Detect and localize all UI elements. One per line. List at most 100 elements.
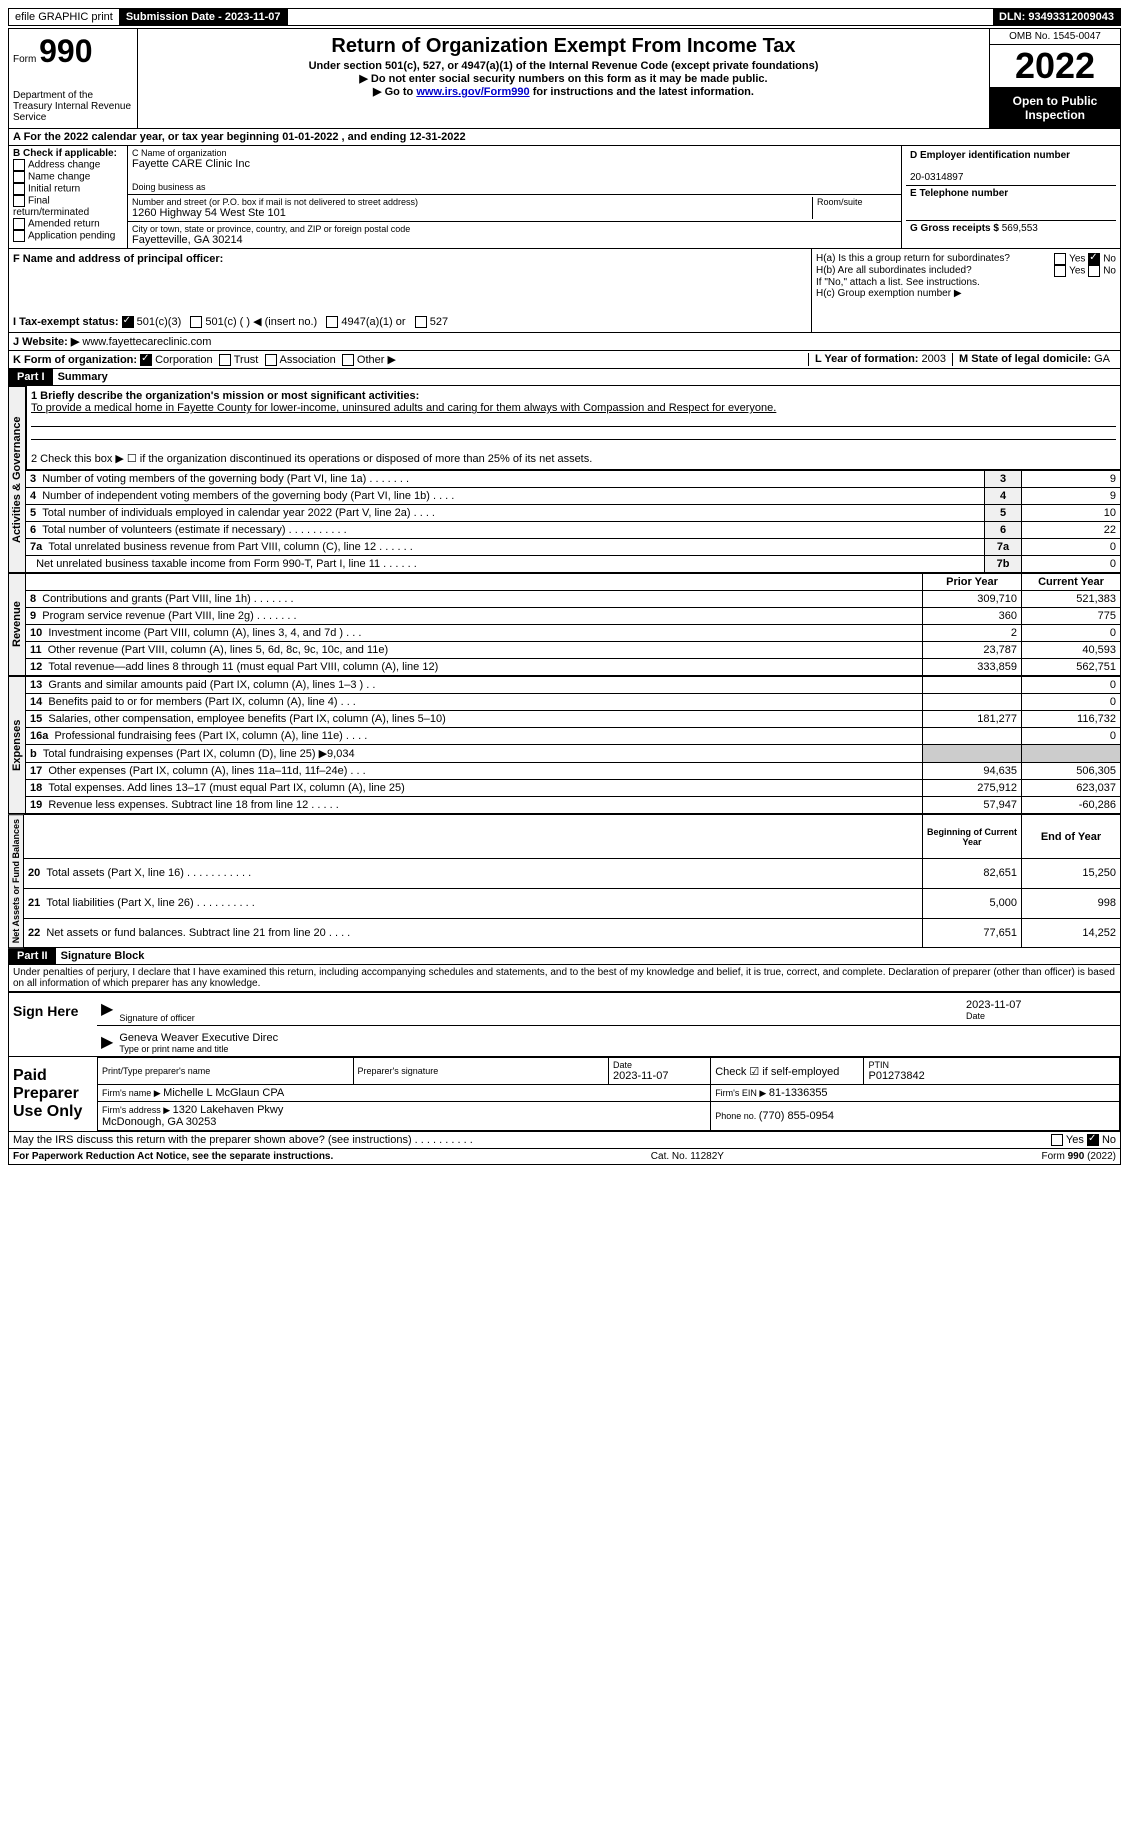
org-info-block: B Check if applicable: Address changeNam…: [8, 146, 1121, 249]
city-label: City or town, state or province, country…: [132, 224, 897, 234]
subtitle-3: ▶ Go to www.irs.gov/Form990 for instruct…: [142, 85, 985, 98]
section-b: B Check if applicable: Address changeNam…: [9, 146, 128, 248]
line-2: 2 Check this box ▶ ☐ if the organization…: [31, 452, 1116, 465]
addr-label: Number and street (or P.O. box if mail i…: [132, 197, 812, 207]
discuss-row: May the IRS discuss this return with the…: [8, 1132, 1121, 1149]
part-2-header: Part II Signature Block: [8, 948, 1121, 965]
line-a: A For the 2022 calendar year, or tax yea…: [8, 129, 1121, 146]
officer-label: F Name and address of principal officer:: [13, 253, 223, 265]
h-c: H(c) Group exemption number ▶: [816, 288, 1116, 299]
check-corp[interactable]: [140, 354, 152, 366]
year-formation: 2003: [922, 353, 946, 365]
section-d: D Employer identification number 20-0314…: [901, 146, 1120, 248]
sig-date-label: Date: [966, 1011, 1116, 1021]
officer-name-label: Type or print name and title: [119, 1044, 278, 1054]
vert-netassets: Net Assets or Fund Balances: [8, 814, 24, 948]
vert-revenue: Revenue: [8, 573, 26, 676]
sig-officer-label: Signature of officer: [119, 1013, 966, 1023]
governance-table: 3 Number of voting members of the govern…: [26, 470, 1121, 573]
check-4947[interactable]: [326, 316, 338, 328]
subtitle-1: Under section 501(c), 527, or 4947(a)(1)…: [142, 60, 985, 72]
tax-year: 2022: [990, 45, 1120, 88]
part-1-header: Part I Summary: [8, 369, 1121, 386]
firm-name: Michelle L McGlaun CPA: [163, 1087, 284, 1099]
city-state-zip: Fayetteville, GA 30214: [132, 234, 897, 246]
inspection-box: Open to PublicInspection: [990, 88, 1120, 128]
prep-name-label: Print/Type preparer's name: [102, 1066, 349, 1076]
omb-number: OMB No. 1545-0047: [990, 29, 1120, 45]
section-h: H(a) Is this a group return for subordin…: [811, 249, 1120, 332]
prep-sig-label: Preparer's signature: [358, 1066, 605, 1076]
section-f-h: F Name and address of principal officer:…: [8, 249, 1121, 333]
section-k: K Form of organization: Corporation Trus…: [8, 351, 1121, 369]
officer-name: Geneva Weaver Executive Direc: [119, 1032, 278, 1044]
website-url: www.fayettecareclinic.com: [82, 336, 211, 348]
ptin: P01273842: [868, 1070, 924, 1082]
ha-yes[interactable]: [1054, 253, 1066, 265]
submission-date: Submission Date - 2023-11-07: [120, 9, 288, 25]
mission-label: 1 Briefly describe the organization's mi…: [31, 390, 419, 402]
state-domicile: GA: [1094, 353, 1110, 365]
form-header: Form 990 Department of the Treasury Inte…: [8, 28, 1121, 129]
footer-left: For Paperwork Reduction Act Notice, see …: [13, 1151, 333, 1162]
firm-ein: 81-1336355: [769, 1087, 828, 1099]
page-footer: For Paperwork Reduction Act Notice, see …: [8, 1149, 1121, 1165]
check-501c[interactable]: [190, 316, 202, 328]
firm-city: McDonough, GA 30253: [102, 1116, 216, 1128]
gross-label: G Gross receipts $: [910, 223, 1002, 234]
arrow-icon: ▶: [101, 999, 113, 1023]
sig-date: 2023-11-07: [966, 999, 1116, 1011]
expenses-table: 13 Grants and similar amounts paid (Part…: [26, 676, 1121, 814]
hb-yes[interactable]: [1054, 265, 1066, 277]
phone-label: E Telephone number: [910, 188, 1008, 199]
arrow-icon: ▶: [101, 1032, 113, 1054]
prep-date: 2023-11-07: [613, 1070, 668, 1082]
part-1-body: Activities & Governance 1 Briefly descri…: [8, 386, 1121, 573]
org-name-label: C Name of organization: [132, 148, 897, 158]
dept-label: Department of the Treasury Internal Reve…: [13, 90, 133, 123]
dba-label: Doing business as: [132, 182, 897, 192]
irs-link[interactable]: www.irs.gov/Form990: [416, 86, 529, 98]
revenue-table: Prior YearCurrent Year8 Contributions an…: [26, 573, 1121, 676]
check-527[interactable]: [415, 316, 427, 328]
form-title: Return of Organization Exempt From Incom…: [142, 35, 985, 58]
sign-here-block: Sign Here ▶ Signature of officer 2023-11…: [8, 992, 1121, 1057]
cat-no: Cat. No. 11282Y: [651, 1151, 724, 1162]
sign-here-label: Sign Here: [9, 993, 97, 1056]
room-label: Room/suite: [812, 197, 897, 219]
top-bar: efile GRAPHIC print Submission Date - 20…: [8, 8, 1121, 26]
netassets-table: Beginning of Current YearEnd of Year20 T…: [24, 814, 1121, 948]
declaration-text: Under penalties of perjury, I declare th…: [8, 965, 1121, 992]
discuss-no[interactable]: [1087, 1134, 1099, 1146]
org-name: Fayette CARE Clinic Inc: [132, 158, 897, 170]
subtitle-2: ▶ Do not enter social security numbers o…: [142, 72, 985, 85]
footer-right: Form 990 (2022): [1042, 1151, 1116, 1162]
check-other[interactable]: [342, 354, 354, 366]
dln: DLN: 93493312009043: [993, 9, 1120, 25]
check-501c3[interactable]: [122, 316, 134, 328]
h-note: If "No," attach a list. See instructions…: [816, 277, 1116, 288]
form-number: 990: [39, 33, 92, 69]
efile-label: efile GRAPHIC print: [9, 9, 120, 25]
firm-phone: (770) 855-0954: [759, 1110, 834, 1122]
check-trust[interactable]: [219, 354, 231, 366]
form-word: Form: [13, 54, 36, 65]
section-i: I Tax-exempt status: 501(c)(3) 501(c) ( …: [13, 315, 807, 328]
hb-no[interactable]: [1088, 265, 1100, 277]
vert-expenses: Expenses: [8, 676, 26, 814]
street-address: 1260 Highway 54 West Ste 101: [132, 207, 812, 219]
gross-receipts: 569,553: [1002, 223, 1038, 234]
section-c: C Name of organization Fayette CARE Clin…: [128, 146, 901, 248]
paid-preparer-block: Paid Preparer Use Only Print/Type prepar…: [8, 1057, 1121, 1132]
ein-label: D Employer identification number: [910, 150, 1070, 161]
self-employed-check: Check ☑ if self-employed: [711, 1058, 864, 1085]
discuss-yes[interactable]: [1051, 1134, 1063, 1146]
ein-value: 20-0314897: [910, 172, 963, 183]
section-j: J Website: ▶ www.fayettecareclinic.com: [8, 333, 1121, 351]
vert-activities: Activities & Governance: [8, 386, 26, 573]
firm-addr: 1320 Lakehaven Pkwy: [173, 1104, 284, 1116]
paid-prep-label: Paid Preparer Use Only: [9, 1057, 97, 1131]
check-assoc[interactable]: [265, 354, 277, 366]
ha-no[interactable]: [1088, 253, 1100, 265]
mission-text: To provide a medical home in Fayette Cou…: [31, 402, 776, 414]
